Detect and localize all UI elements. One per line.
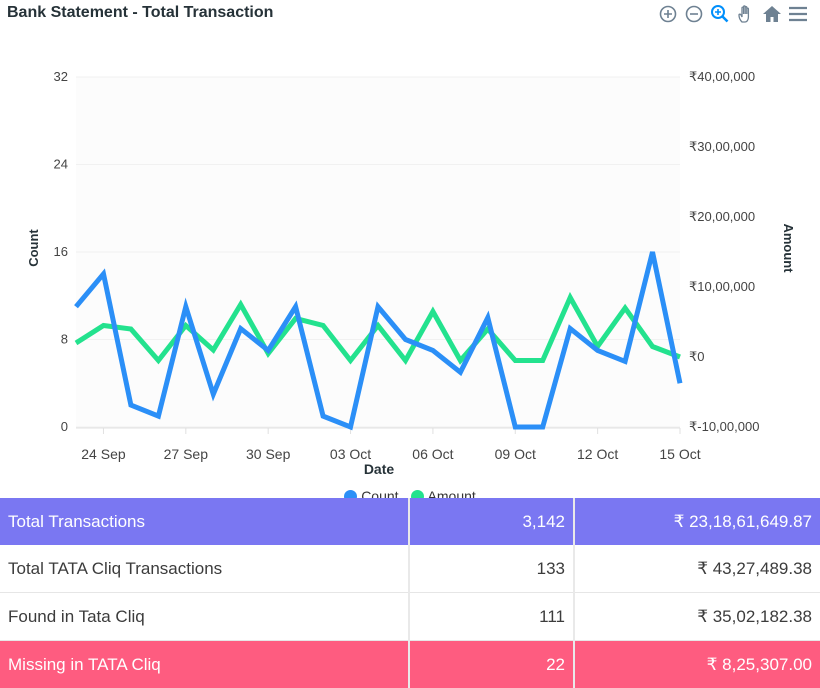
x-tick-label: 27 Sep bbox=[164, 446, 209, 462]
x-tick-label: 30 Sep bbox=[246, 446, 291, 462]
row-amount: ₹ 8,25,307.00 bbox=[574, 641, 820, 688]
y2-tick-label: ₹20,00,000 bbox=[689, 209, 755, 224]
row-amount: ₹ 35,02,182.38 bbox=[574, 593, 820, 641]
row-count: 111 bbox=[409, 593, 574, 641]
x-axis-title: Date bbox=[364, 461, 395, 477]
row-count: 3,142 bbox=[409, 498, 574, 545]
line-chart: 0 8 16 24 32 ₹-10,00,000 ₹0 ₹10,00,000 ₹20,00,0… bbox=[0, 0, 820, 487]
y-axis-left-ticks: 0 8 16 24 32 bbox=[54, 69, 68, 434]
y-tick-label: 0 bbox=[61, 419, 68, 434]
x-tick-label: 03 Oct bbox=[330, 446, 371, 462]
x-axis-ticks: 24 Sep 27 Sep 30 Sep 03 Oct 06 Oct 09 Oct 12 O… bbox=[81, 428, 700, 462]
y-axis-right-ticks: ₹-10,00,000 ₹0 ₹10,00,000 ₹20,00,000 ₹30,00,… bbox=[689, 69, 759, 434]
summary-table: Total Transactions 3,142 ₹ 23,18,61,649.… bbox=[0, 498, 820, 688]
x-tick-label: 12 Oct bbox=[577, 446, 618, 462]
y2-tick-label: ₹10,00,000 bbox=[689, 279, 755, 294]
table-row-total-tata-cliq: Total TATA Cliq Transactions 133 ₹ 43,27… bbox=[0, 545, 820, 593]
y2-tick-label: ₹-10,00,000 bbox=[689, 419, 759, 434]
y-tick-label: 24 bbox=[54, 157, 68, 172]
x-tick-label: 24 Sep bbox=[81, 446, 126, 462]
y2-tick-label: ₹40,00,000 bbox=[689, 69, 755, 84]
table-row-found-tata-cliq: Found in Tata Cliq 111 ₹ 35,02,182.38 bbox=[0, 593, 820, 641]
x-tick-label: 09 Oct bbox=[495, 446, 536, 462]
y-tick-label: 32 bbox=[54, 69, 68, 84]
row-amount: ₹ 43,27,489.38 bbox=[574, 545, 820, 593]
row-label: Total TATA Cliq Transactions bbox=[0, 545, 409, 593]
y-tick-label: 8 bbox=[61, 332, 68, 347]
y2-tick-label: ₹0 bbox=[689, 349, 705, 364]
row-label: Total Transactions bbox=[0, 498, 409, 545]
y2-axis-title: Amount bbox=[781, 223, 796, 273]
x-tick-label: 15 Oct bbox=[659, 446, 700, 462]
table-row-missing-tata-cliq: Missing in TATA Cliq 22 ₹ 8,25,307.00 bbox=[0, 641, 820, 688]
y-tick-label: 16 bbox=[54, 244, 68, 259]
row-count: 133 bbox=[409, 545, 574, 593]
row-label: Missing in TATA Cliq bbox=[0, 641, 409, 688]
row-count: 22 bbox=[409, 641, 574, 688]
y-axis-title: Count bbox=[26, 229, 41, 267]
table-row-total-transactions: Total Transactions 3,142 ₹ 23,18,61,649.… bbox=[0, 498, 820, 545]
y2-tick-label: ₹30,00,000 bbox=[689, 139, 755, 154]
x-tick-label: 06 Oct bbox=[412, 446, 453, 462]
row-label: Found in Tata Cliq bbox=[0, 593, 409, 641]
row-amount: ₹ 23,18,61,649.87 bbox=[574, 498, 820, 545]
